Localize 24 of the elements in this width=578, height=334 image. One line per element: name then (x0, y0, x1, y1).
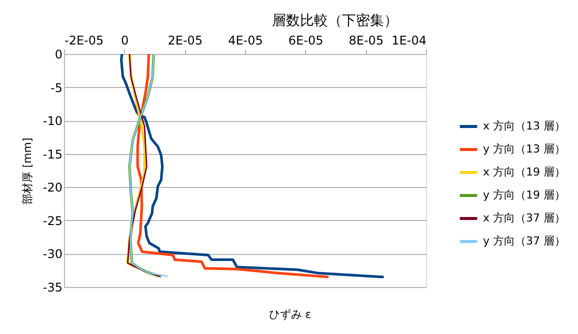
y-axis-title: 部材厚 [mm] (20, 138, 34, 204)
legend-label: y 方向（13 層） (483, 142, 566, 156)
x-tick-label: 0 (121, 34, 129, 48)
legend-label: y 方向（37 層） (483, 234, 566, 248)
x-tick-label: 8E-05 (348, 34, 384, 48)
legend-label: y 方向（19 層） (483, 188, 566, 202)
y-tick-label: -15 (42, 147, 62, 162)
x-tick-label: 2E-05 (168, 34, 203, 48)
chart-title: 層数比較（下密集） (272, 13, 398, 29)
y-tick-label: -30 (42, 247, 62, 262)
legend-label: x 方向（37 層） (483, 212, 566, 224)
x-tick-label: 6E-05 (288, 34, 324, 48)
y-tick-label: 0 (54, 48, 62, 62)
y-tick-label: -35 (42, 280, 62, 294)
y-tick-label: -25 (42, 214, 62, 228)
x-axis-title: ひずみ ε (268, 308, 312, 321)
x-tick-label: 4E-05 (228, 34, 263, 48)
x-tick-label: 1E-04 (392, 34, 426, 48)
x-tick-label: -2E-05 (64, 34, 104, 48)
legend-label: x 方向（13 層） (483, 120, 566, 132)
y-tick-label: -10 (42, 114, 62, 128)
legend-label: x 方向（19 層） (483, 166, 566, 178)
y-tick-label: -5 (50, 80, 62, 95)
y-tick-label: -20 (42, 180, 62, 195)
